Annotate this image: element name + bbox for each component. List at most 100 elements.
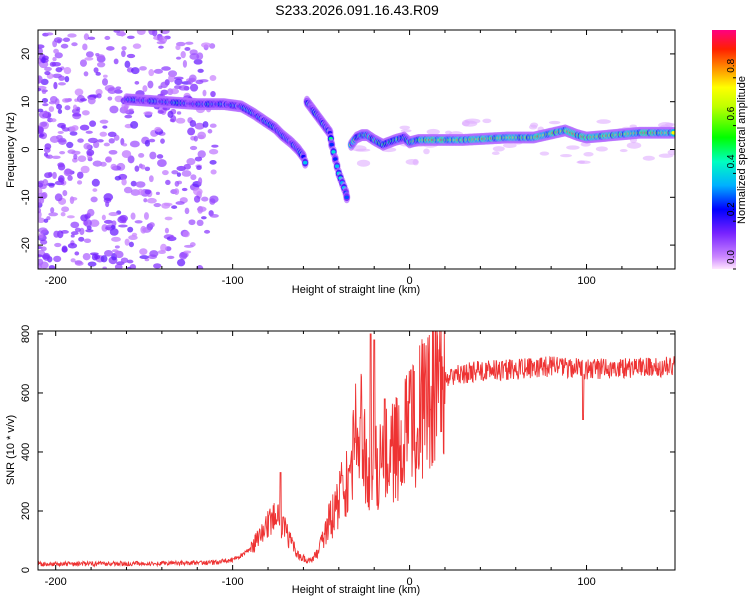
spectrogram-speckle (174, 78, 183, 86)
spectrogram-speckle (74, 227, 81, 232)
spectrogram-speckle (53, 48, 59, 54)
spectrogram-speckle (50, 207, 55, 214)
spectrogram-speckle (64, 168, 72, 175)
spectrogram-speckle (539, 151, 550, 156)
spectrogram-speckle (129, 140, 140, 148)
spectrogram-speckle (139, 255, 149, 260)
spectrogram-speckle (113, 30, 121, 33)
spectrogram-speckle (67, 242, 78, 249)
spectrogram-speckle (157, 110, 164, 114)
spectrogram-speckle (128, 108, 134, 112)
colorbar: 0.0 0.2 0.4 0.6 0.8 Normalized spectral ampl… (712, 30, 748, 270)
snr-y-ticks: 0 200 400 600 800 (20, 325, 675, 573)
spectrogram-speckle (139, 66, 147, 71)
spectrogram-speckle (159, 30, 170, 35)
spectrogram-speckle (209, 213, 219, 218)
snr-y-tick-label: 800 (20, 325, 32, 343)
snr-y-tick-label: 0 (20, 567, 32, 573)
spectrogram-speckle (134, 165, 140, 172)
snr-x-tick-label: -200 (45, 576, 67, 588)
spectrogram-speckle (53, 81, 58, 90)
spectrogram-speckle (130, 121, 139, 129)
spectrogram-speckle (148, 222, 155, 228)
spectrogram-speckle (42, 103, 49, 107)
spectrogram-speckle (153, 68, 164, 74)
spectrogram-speckle (104, 35, 111, 40)
spectrogram-speckle (103, 219, 113, 224)
spectrogram-speckle (58, 82, 66, 86)
spectrogram-speckle (153, 263, 162, 269)
spectrogram-speckle (160, 243, 167, 252)
spectrogram-speckle (619, 149, 628, 153)
spectrogram-speckle (84, 57, 94, 61)
spectrogram-speckle (38, 232, 44, 239)
spectrogram-speckle (130, 180, 137, 187)
spectrogram-speckle (79, 59, 87, 67)
spectrogram-speckle (147, 80, 154, 89)
snr-y-tick-label: 600 (20, 384, 32, 402)
spectrogram-speckle (187, 127, 196, 136)
spectrogram-speckle (148, 69, 155, 77)
spectrogram-speckle (164, 227, 170, 234)
spectrogram-speckle (356, 159, 371, 167)
spectrogram-speckle (176, 111, 182, 115)
spectrogram-speckle (120, 257, 129, 264)
spectrogram-speckle (134, 80, 140, 85)
spectrogram-speckle (482, 118, 492, 124)
spectrogram-speckle (64, 75, 70, 83)
spectrogram-speckle (189, 83, 199, 92)
spectrogram-speckle (53, 230, 60, 238)
spectrogram-speckle (99, 119, 109, 124)
spectrogram-speckle (202, 121, 209, 128)
spectrogram-speckle (143, 212, 149, 220)
spectrogram-speckle (596, 119, 611, 124)
spectrogram-speckle (95, 88, 103, 96)
spectrogram-speckle (664, 122, 675, 127)
spectrogram-speckle (126, 259, 134, 264)
spectrogram-speckle (426, 128, 440, 135)
colorbar-tick-label: 0.0 (726, 250, 737, 264)
spectrogram-speckle (130, 212, 136, 220)
spectrogram-x-axis-label: Height of straight line (km) (292, 284, 420, 296)
spectrogram-speckle (138, 153, 145, 158)
spectrogram-speckle (70, 258, 76, 263)
spectrogram-speckle (92, 188, 98, 192)
colorbar-label: Normalized spectral amplitude (736, 76, 748, 224)
spectrogram-speckle (60, 43, 69, 49)
spectrogram-speckle (130, 189, 141, 196)
spectrogram-speckle (399, 125, 410, 130)
spectrogram-speckle (642, 155, 655, 161)
spectrogram-speckle (148, 138, 156, 143)
spectrogram-speckle (66, 141, 74, 149)
spectrogram-speckle (54, 193, 63, 202)
spectrogram-speckle (43, 110, 49, 118)
spectrogram-speckle (38, 217, 45, 224)
spectrogram-speckle (196, 206, 207, 212)
spectrogram-speckle (89, 219, 100, 227)
spectrogram-speckle (100, 161, 107, 167)
spectrogram-speckle (667, 149, 675, 156)
spectrogram-speckle (38, 88, 42, 92)
spectrogram-speckle (124, 238, 130, 246)
spectrogram-speckle (175, 117, 186, 124)
figure-title: S233.2026.091.16.43.R09 (275, 2, 439, 18)
spectrogram-speckle (197, 68, 204, 73)
spectrogram-speckle (57, 122, 66, 128)
spectrogram-speckle (149, 151, 157, 160)
spectrogram-x-tick-label: 0 (407, 275, 413, 287)
spectrogram-speckle (106, 46, 115, 51)
spectrogram-speckle (208, 148, 219, 155)
spectrogram-speckle (83, 33, 90, 41)
spectrogram-speckle (97, 139, 104, 143)
spectrogram-speckle (196, 219, 204, 227)
spectrogram-speckle (74, 261, 84, 266)
spectrogram-speckle (204, 229, 211, 234)
spectrogram-speckle (131, 67, 140, 75)
spectrogram-speckle (48, 106, 55, 112)
spectrogram-speckle (170, 88, 180, 95)
spectrogram-speckle (79, 124, 90, 131)
spectrogram-x-tick-label: -200 (45, 275, 67, 287)
spectrogram-speckle (153, 203, 162, 208)
spectrogram-speckle (175, 201, 185, 205)
spectrogram-speckle (132, 43, 142, 49)
